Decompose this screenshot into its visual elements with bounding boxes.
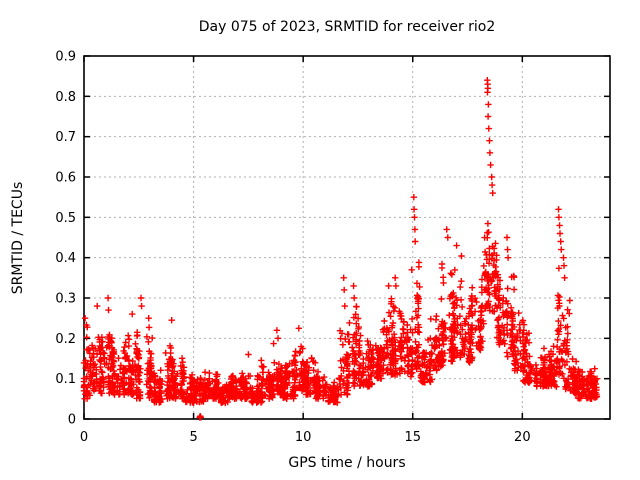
y-tick-label: 0.6 [55,171,76,186]
y-tick-label: 0 [68,413,76,428]
y-tick-label: 0.4 [55,251,76,266]
data-points [80,77,601,421]
y-tick-label: 0.7 [55,130,76,145]
chart-title: Day 075 of 2023, SRMTID for receiver rio… [199,19,496,35]
x-tick-label: 20 [514,430,531,445]
x-tick-label: 5 [189,430,197,445]
plot-border [83,55,611,420]
y-tick-label: 0.9 [55,50,76,65]
y-tick-label: 0.1 [55,372,76,387]
x-axis-title: GPS time / hours [288,455,405,471]
y-axis-title: SRMTID / TECUs [10,182,26,295]
scatter-plus-markers [80,77,601,421]
y-tick-label: 0.3 [55,292,76,307]
y-tick-label: 0.5 [55,211,76,226]
y-tick-label: 0.8 [55,90,76,105]
x-tick-label: 0 [80,430,88,445]
x-tick-label: 10 [295,430,312,445]
plot-border-and-ticks [83,55,611,420]
x-tick-label: 15 [404,430,421,445]
y-tick-label: 0.2 [55,332,76,347]
gridlines [84,56,610,419]
tick-labels: 0 0.1 0.2 0.3 0.4 0.5 0.6 0.7 0.8 0.9 0 5 10 15 20 [55,50,530,446]
